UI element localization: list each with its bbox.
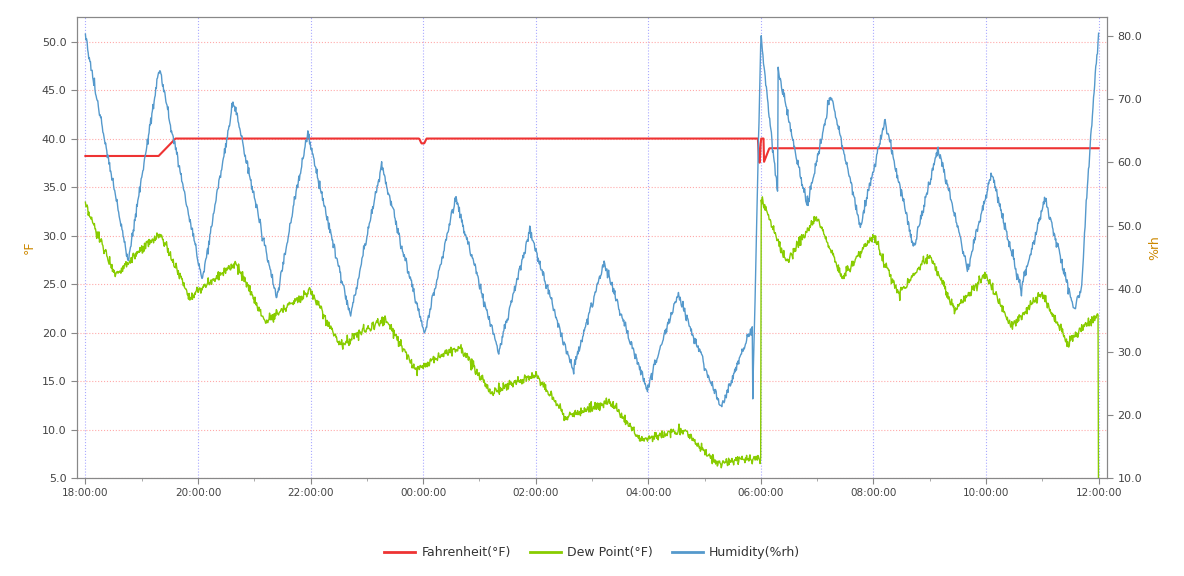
Y-axis label: %rh: %rh [1147,236,1160,260]
Legend: Fahrenheit(°F), Dew Point(°F), Humidity(%rh): Fahrenheit(°F), Dew Point(°F), Humidity(… [379,541,805,564]
Y-axis label: °F: °F [24,241,37,255]
